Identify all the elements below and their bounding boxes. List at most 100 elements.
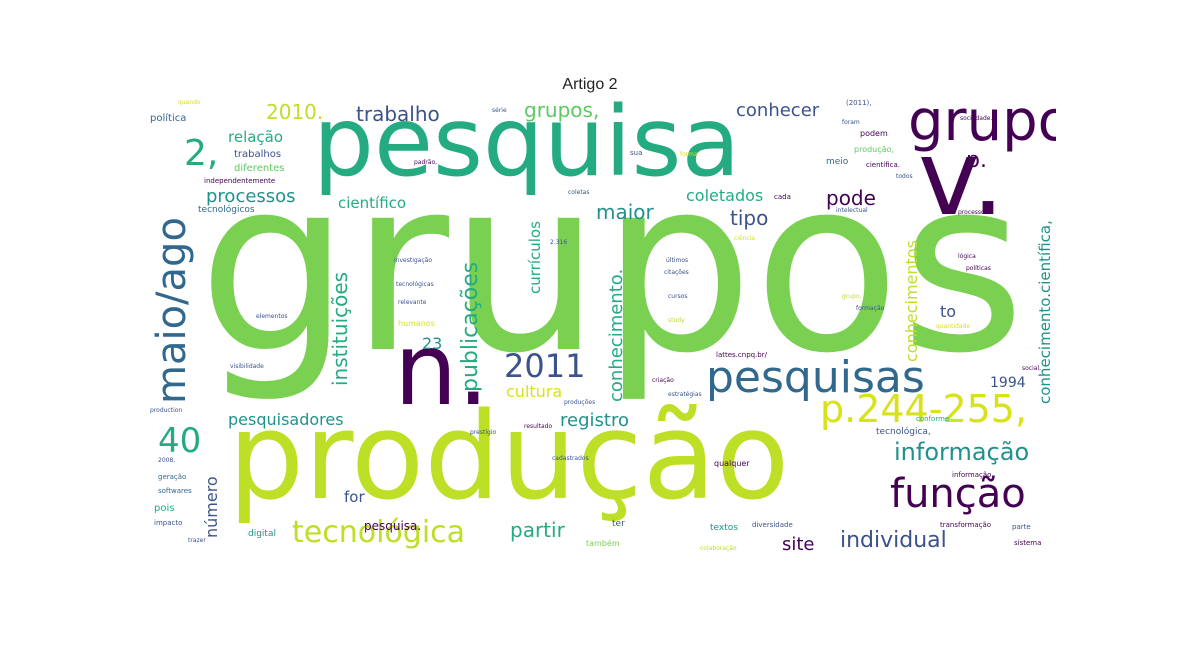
word-digital: digital: [248, 529, 276, 539]
word-tipo: tipo: [730, 206, 769, 230]
word-trabalho: trabalho: [356, 102, 440, 126]
word-cientifico: científico: [338, 194, 407, 212]
word-23: 23: [422, 334, 443, 353]
word-sistema: sistema: [1014, 539, 1042, 547]
word-2011: 2011: [504, 347, 586, 385]
word-ultimos: últimos: [666, 257, 689, 264]
word-sociedade: sociedade.: [960, 115, 993, 122]
word-grupo: grupo: [908, 98, 1056, 154]
word-quando: quando: [178, 99, 201, 106]
word-coletas: coletas: [568, 189, 590, 196]
word-trabalhos: trabalhos: [234, 149, 282, 160]
word-pesquisas: pesquisas: [706, 352, 925, 403]
word-p: p.: [966, 148, 987, 173]
word-citacoes: citações: [664, 269, 689, 276]
word-2008: 2008,: [158, 457, 176, 464]
word-processos: processos: [206, 186, 296, 207]
word-serie: série: [492, 107, 507, 114]
word-2011-paren: (2011),: [846, 99, 872, 107]
word-foram: foram: [842, 119, 860, 126]
word-2316: 2.316: [550, 239, 568, 246]
word-producoes: produções: [564, 399, 596, 406]
word-cada: cada: [774, 193, 791, 201]
word-conforme: conforme: [916, 415, 950, 423]
word-informacao-dot: informação.: [952, 471, 994, 479]
word-for: for: [344, 488, 365, 506]
word-pois: pois: [154, 503, 175, 514]
word-tecnologica: tecnológica: [292, 515, 466, 550]
word-relacao: relação: [228, 128, 284, 146]
word-cientifica-dot: científica.: [866, 161, 900, 169]
word-colaboracao: colaboração: [700, 545, 737, 552]
word-diversidade: diversidade: [752, 521, 793, 529]
word-maior: maior: [596, 200, 654, 224]
word-40: 40: [158, 421, 202, 461]
word-todos: todos: [896, 173, 913, 180]
word-maio-ago: maio/ago: [149, 217, 195, 404]
word-softwares: softwares: [158, 487, 192, 495]
word-podem: podem: [860, 129, 888, 138]
word-site: site: [782, 534, 815, 553]
word-tambem: também: [586, 539, 620, 548]
word-conhecimento-cientifica: conhecimento.científica,: [1036, 220, 1054, 404]
word-padrao: padrão,: [414, 159, 438, 166]
word-cloud: grupos produção pesquisa v. n. grupo pes…: [148, 98, 1056, 552]
word-geracao: geração: [158, 473, 187, 481]
word-2-comma: 2,: [184, 133, 219, 174]
word-textos: textos: [710, 523, 738, 533]
word-partir: partir: [510, 518, 565, 542]
word-to: to: [940, 302, 957, 321]
word-ter: ter: [612, 519, 625, 529]
word-grupo-comma: grupo,: [842, 293, 862, 300]
word-production: production: [150, 407, 183, 414]
word-relevante: relevante: [398, 299, 427, 306]
word-tecnologica-comma: tecnológica,: [876, 427, 931, 437]
word-social: social,: [1022, 365, 1042, 372]
word-ciencia: ciência: [734, 235, 756, 242]
word-diferentes: diferentes: [234, 163, 285, 174]
word-processo: processo: [958, 209, 985, 216]
word-transformacao: transformação: [940, 521, 992, 529]
word-1994: 1994: [990, 375, 1026, 391]
word-pesquisa-dot: pesquisa.: [364, 519, 422, 533]
word-quantidade: quantidade: [936, 323, 971, 330]
word-registro: registro: [560, 410, 629, 431]
word-investigacao: investigação: [394, 257, 432, 264]
word-funcao: função: [890, 471, 1026, 517]
word-sua: sua: [630, 149, 643, 157]
word-grupos: grupos: [198, 126, 1026, 406]
word-estrategias: estratégias: [668, 391, 702, 398]
word-prestigio: prestígio: [470, 429, 497, 436]
word-coletados: coletados: [686, 186, 764, 205]
word-individual: individual: [840, 528, 947, 552]
word-curriculos: currículos: [526, 221, 544, 294]
word-criacao: criação: [652, 377, 674, 384]
word-p244: p.244-255,: [820, 387, 1028, 431]
word-tecnologicos: tecnológicos: [198, 205, 255, 215]
word-conhecimento-small: elementos: [256, 313, 288, 320]
word-n: n.: [394, 311, 490, 428]
word-numero: número: [202, 476, 221, 538]
word-cursos: cursos: [668, 293, 688, 300]
word-tecnologicas: tecnológicas: [396, 281, 434, 288]
word-pode: pode: [826, 186, 876, 210]
word-grupos-comma: grupos,: [524, 98, 600, 122]
word-cultura: cultura: [506, 382, 563, 401]
word-pesquisadores: pesquisadores: [228, 410, 344, 429]
word-conhecimentos: conhecimentos: [902, 240, 921, 362]
word-study: study: [668, 317, 685, 324]
word-independentemente: independentemente: [204, 177, 276, 185]
word-producao: produção: [228, 388, 790, 527]
word-conhecimento-dot: conhecimento.: [606, 268, 627, 402]
word-intelectual: intelectual: [836, 207, 868, 214]
word-resultado: resultado: [524, 423, 553, 430]
word-producao-comma: produção,: [854, 145, 894, 154]
word-politica: política: [150, 113, 187, 124]
word-visibilidade: visibilidade: [230, 363, 264, 370]
word-pesquisa: pesquisa: [313, 98, 741, 198]
word-cadastrados: cadastrados: [552, 455, 589, 462]
word-meio: meio: [826, 157, 849, 167]
word-logica: lógica: [958, 253, 976, 260]
word-formacao: formação: [856, 305, 885, 312]
word-forma: forma: [680, 151, 698, 158]
